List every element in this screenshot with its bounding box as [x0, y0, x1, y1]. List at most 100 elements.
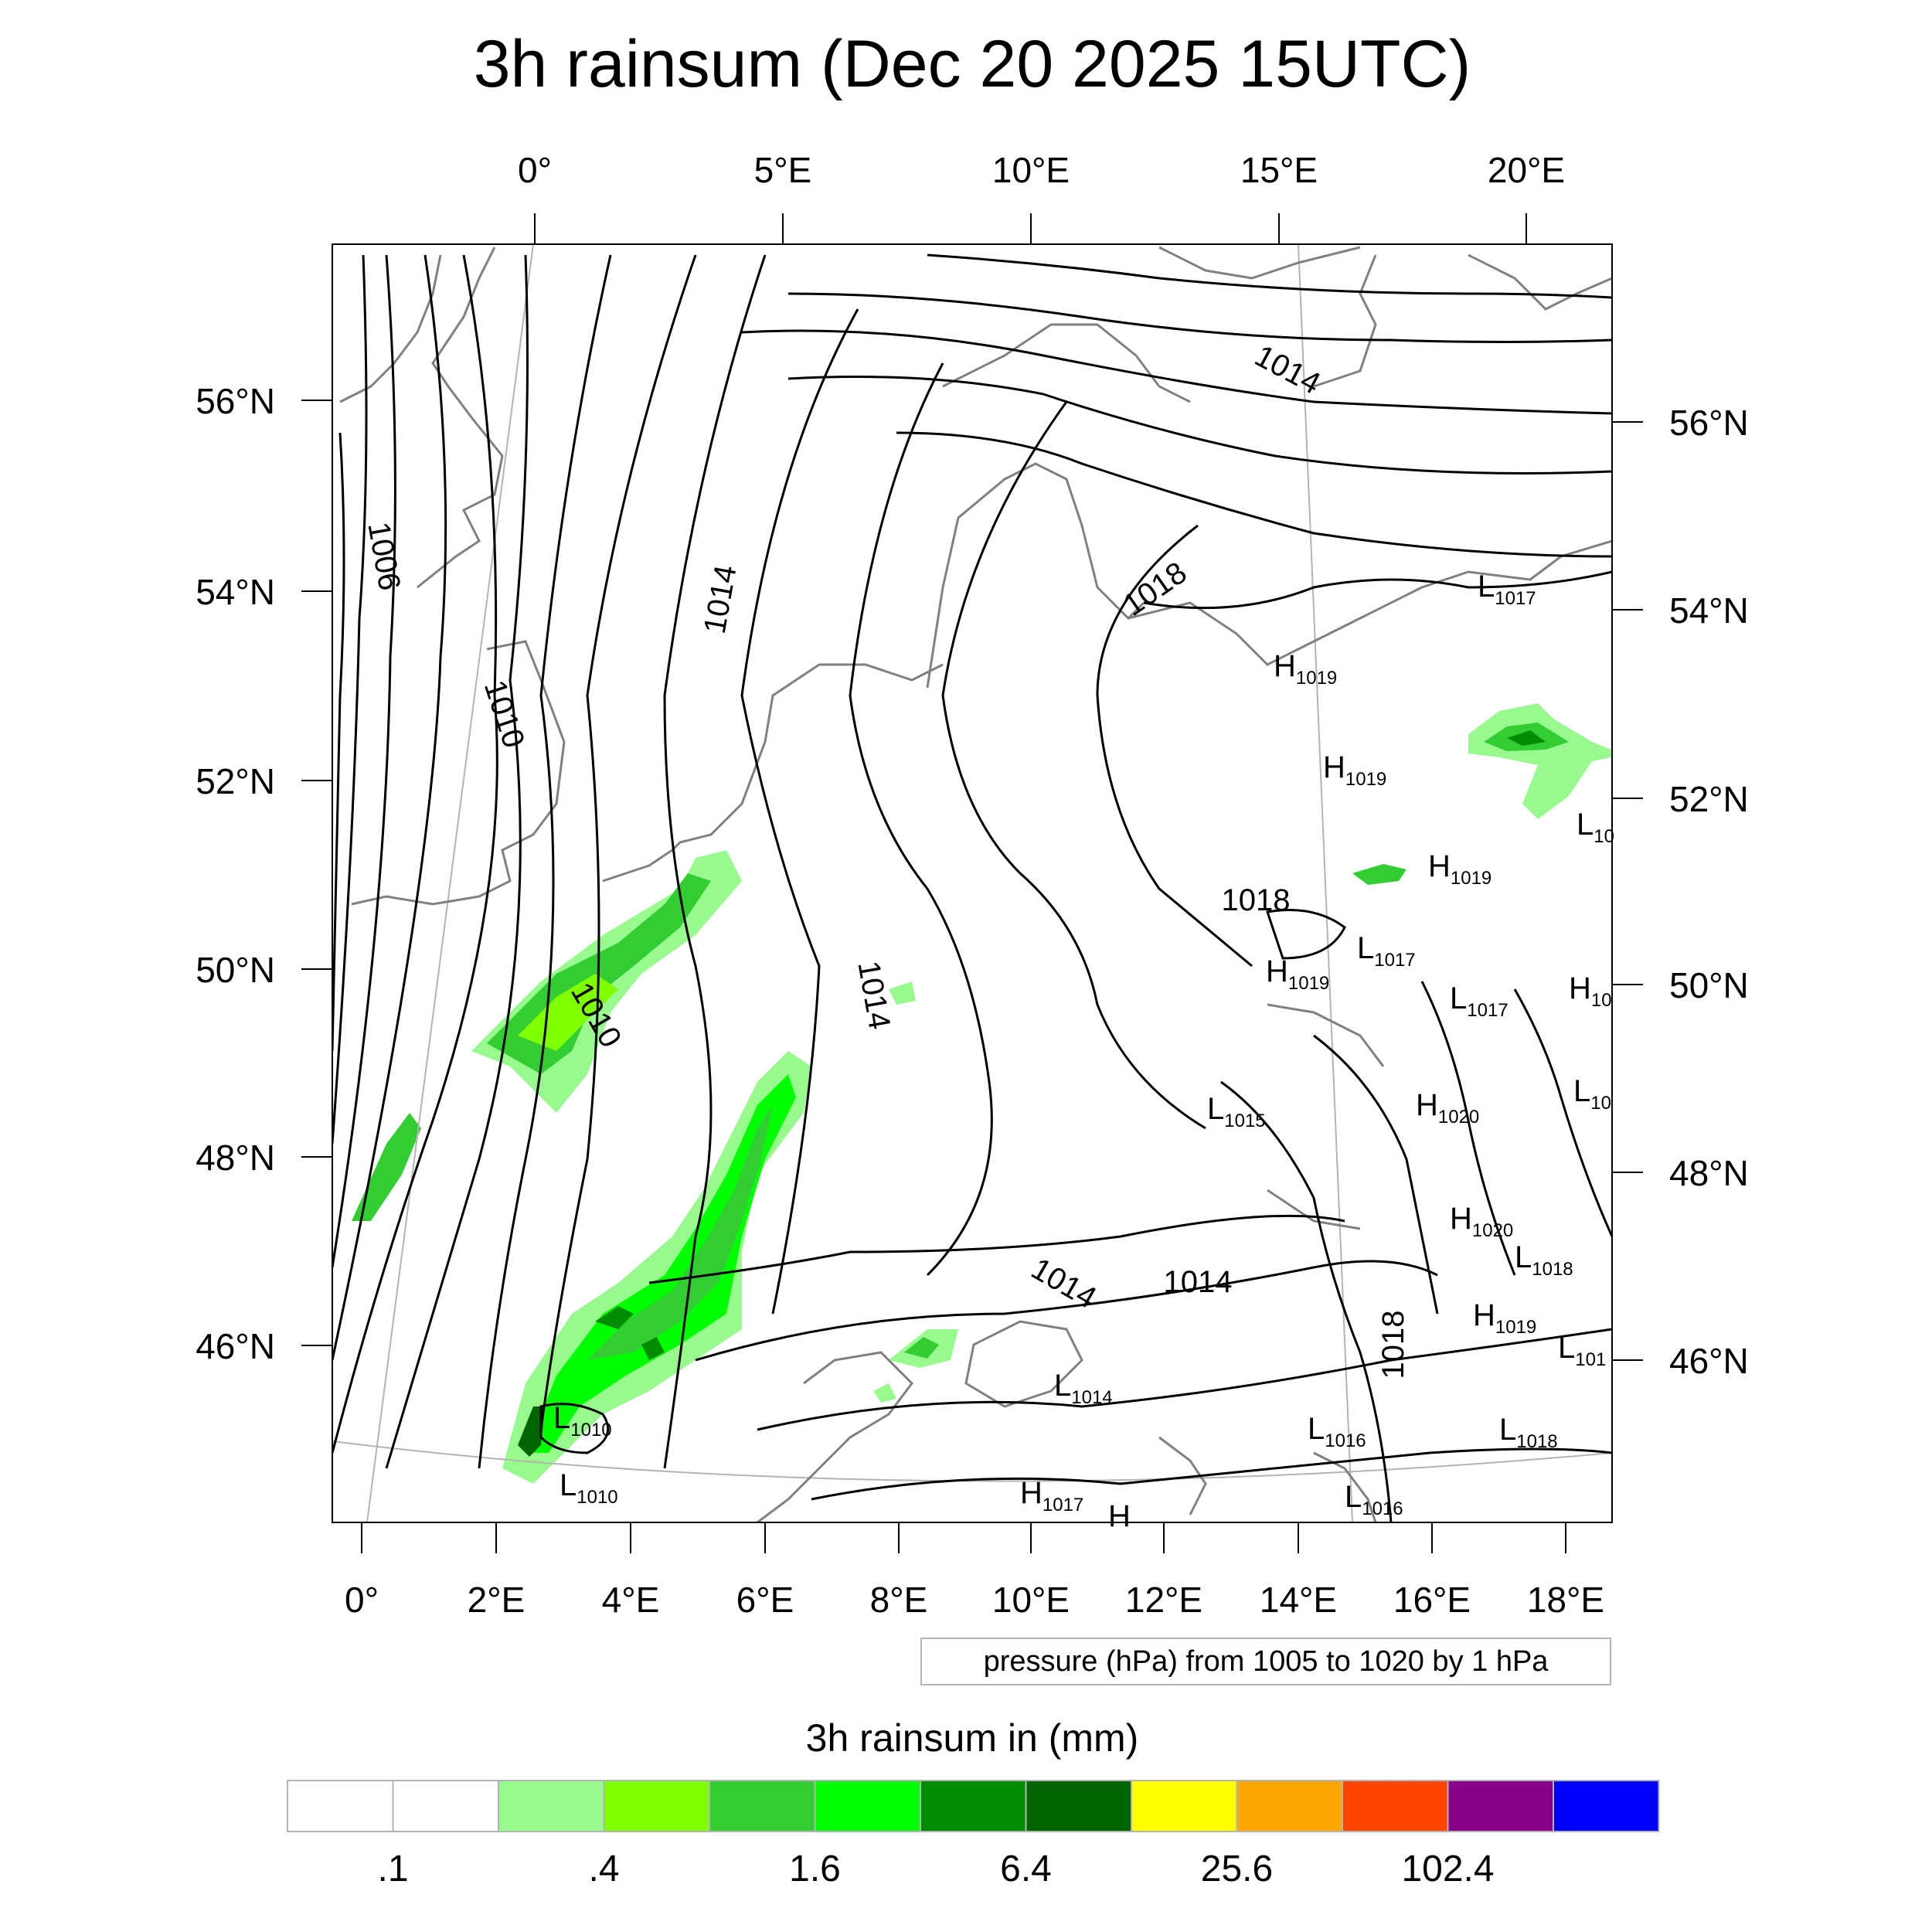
map-frame: [332, 243, 1613, 1523]
pressure-center: H1020: [1416, 1088, 1479, 1128]
center-value: 1017: [1467, 1000, 1508, 1021]
center-type: L: [1573, 1074, 1590, 1108]
center-type: H: [1020, 1476, 1043, 1510]
pressure-center: L1015: [1207, 1092, 1266, 1131]
lat-label-right: 56°N: [1669, 403, 1749, 443]
colorbar-box: [1553, 1780, 1660, 1832]
isobar-label: 1018: [1222, 883, 1291, 917]
pressure-center: L101: [1558, 1331, 1606, 1370]
colorbar: 3h rainsum in (mm) .1 .4 1.6 6.4 25.6 102.4: [287, 1716, 1660, 1889]
center-type: H: [1274, 649, 1296, 683]
colorbar-box: [392, 1780, 499, 1832]
center-type: L: [1558, 1331, 1575, 1365]
colorbar-box: [287, 1780, 394, 1832]
pressure-center: H: [1108, 1499, 1131, 1533]
rain-area-east-dark: [1507, 730, 1546, 746]
center-value: 1015: [1224, 1111, 1265, 1131]
lon-label-top: 10°E: [992, 150, 1070, 190]
lon-label-bottom: 4°E: [602, 1580, 660, 1620]
pressure-center: L10: [1573, 1074, 1611, 1114]
axis-ticks: [301, 213, 1643, 1553]
lat-label-left: 56°N: [196, 381, 275, 421]
center-value: 10: [1590, 1093, 1611, 1114]
lon-label-top: 0°: [518, 150, 552, 190]
pressure-center: H1019: [1266, 954, 1329, 994]
lon-label-bottom: 0°: [345, 1580, 379, 1620]
colorbar-box: [603, 1780, 710, 1832]
lat-label-right: 52°N: [1669, 779, 1749, 819]
colorbar-label: 102.4: [1401, 1849, 1494, 1889]
lat-label-left: 52°N: [196, 761, 275, 801]
center-type: L: [1577, 808, 1594, 842]
center-type: H: [1266, 954, 1288, 988]
pressure-center: L10: [1577, 808, 1614, 847]
center-type: L: [1308, 1412, 1325, 1446]
center-value: 1019: [1345, 769, 1386, 790]
center-value: 1019: [1288, 973, 1329, 994]
lon-label-bottom: 16°E: [1393, 1580, 1471, 1620]
right-latitude-labels: 56°N 54°N 52°N 50°N 48°N 46°N: [1669, 403, 1749, 1381]
center-type: H: [1108, 1499, 1131, 1533]
lon-label-bottom: 2°E: [468, 1580, 526, 1620]
contour-info-box: pressure (hPa) from 1005 to 1020 by 1 hP…: [920, 1638, 1611, 1685]
center-value: 1016: [1325, 1430, 1366, 1451]
rain-area-south-core: [518, 1406, 545, 1457]
center-type: L: [1207, 1092, 1224, 1126]
rain-area-east-small: [1352, 864, 1406, 885]
colorbar-label: 1.6: [789, 1849, 841, 1889]
center-value: 1010: [570, 1420, 611, 1440]
center-type: H: [1473, 1298, 1495, 1332]
rain-area-west-core: [518, 974, 618, 1051]
pressure-center: H1017: [1020, 1476, 1083, 1515]
center-value: 1014: [1071, 1387, 1112, 1408]
lat-label-left: 50°N: [196, 950, 275, 990]
center-value: 1020: [1472, 1220, 1513, 1241]
rain-area-south-medium: [587, 1105, 773, 1360]
center-value: 1017: [1374, 950, 1415, 971]
lon-label-top: 5°E: [754, 150, 812, 190]
center-value: 1018: [1532, 1259, 1573, 1280]
colorbar-box: [709, 1780, 816, 1832]
center-type: H: [1569, 971, 1591, 1005]
lat-label-left: 54°N: [196, 572, 275, 612]
center-type: L: [1515, 1240, 1532, 1274]
pressure-center: L1018: [1515, 1240, 1573, 1280]
center-type: L: [1499, 1413, 1516, 1447]
contour-info-text: pressure (hPa) from 1005 to 1020 by 1 hP…: [984, 1645, 1549, 1678]
colorbar-box: [1447, 1780, 1554, 1832]
lat-label-right: 54°N: [1669, 590, 1749, 631]
map-panel: 0° 5°E 10°E 15°E 20°E 0° 2°E 4°E 6°E 8°E…: [196, 150, 1749, 1620]
center-value: 1017: [1043, 1495, 1083, 1515]
lat-label-right: 48°N: [1669, 1153, 1749, 1193]
contour-info-frame: [920, 1638, 1611, 1685]
lon-label-bottom: 12°E: [1125, 1580, 1202, 1620]
center-type: L: [1478, 570, 1495, 604]
pressure-center: L1016: [1308, 1412, 1366, 1451]
pressure-center: L1014: [1054, 1369, 1113, 1408]
pressure-center: H1019: [1428, 849, 1492, 889]
lon-label-bottom: 10°E: [992, 1580, 1070, 1620]
map-background: [332, 244, 1612, 1522]
pressure-center: L1010: [553, 1401, 612, 1440]
center-type: L: [1357, 931, 1374, 965]
rain-area-center-core: [904, 1337, 939, 1359]
coastlines: [339, 246, 1612, 1522]
top-longitude-labels: 0° 5°E 10°E 15°E 20°E: [518, 150, 1565, 190]
pressure-center: L1016: [1345, 1480, 1403, 1519]
colorbar-box: [920, 1780, 1027, 1832]
center-value: 10: [1591, 990, 1612, 1011]
figure-title: 3h rainsum (Dec 20 2025 15UTC): [474, 27, 1471, 101]
pressure-center: L1017: [1450, 981, 1509, 1021]
pressure-center: H1019: [1323, 750, 1386, 790]
center-value: 1016: [1362, 1498, 1403, 1519]
center-type: H: [1428, 849, 1451, 883]
center-type: L: [1450, 981, 1467, 1015]
colorbar-boxes: [287, 1780, 1660, 1832]
pressure-center: H10: [1569, 971, 1612, 1011]
rain-area-far-west: [352, 1113, 421, 1221]
lon-label-top: 20°E: [1488, 150, 1565, 190]
colorbar-label: .4: [588, 1849, 619, 1889]
pressure-center: H1019: [1274, 649, 1337, 689]
pressure-center: L1018: [1499, 1413, 1558, 1452]
